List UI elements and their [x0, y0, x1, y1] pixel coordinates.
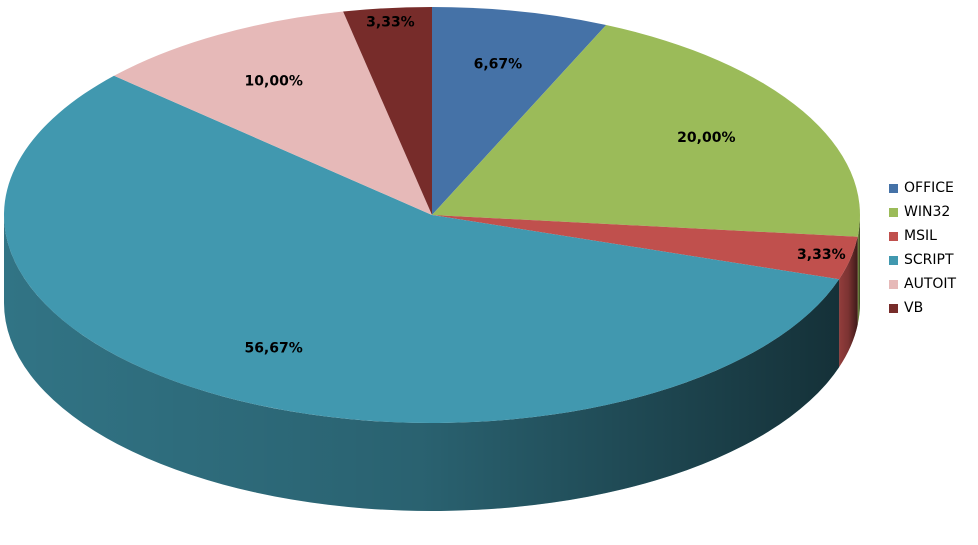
legend-item-win32: WIN32: [889, 200, 956, 224]
legend: OFFICE WIN32 MSIL SCRIPT AUTOIT VB: [889, 176, 956, 320]
legend-label-office: OFFICE: [904, 180, 954, 196]
pie-side-shading-win32: [857, 215, 860, 325]
pie-sides: [4, 215, 860, 511]
data-label-office: 6,67%: [474, 56, 523, 72]
pie-labels: 6,67% 20,00% 3,33% 56,67% 10,00% 3,33%: [244, 15, 845, 357]
legend-label-autoit: AUTOIT: [904, 276, 957, 292]
data-label-vb: 3,33%: [366, 15, 415, 31]
pie-side-shading-script: [4, 215, 840, 511]
legend-item-office: OFFICE: [889, 176, 956, 200]
pie-slice-vb: [343, 7, 432, 215]
pie-slice-office: [432, 7, 607, 215]
pie-slice-autoit: [113, 11, 432, 216]
data-label-msil: 3,33%: [797, 247, 846, 263]
legend-label-msil: MSIL: [904, 228, 937, 244]
pie-top: [3, 7, 860, 424]
legend-item-msil: MSIL: [889, 224, 956, 248]
data-label-win32: 20,00%: [677, 130, 735, 146]
legend-item-autoit: AUTOIT: [889, 272, 956, 296]
legend-label-script: SCRIPT: [904, 252, 954, 268]
legend-swatch-win32: [889, 207, 898, 217]
legend-swatch-office: [889, 183, 898, 193]
legend-swatch-autoit: [889, 279, 898, 289]
legend-swatch-script: [889, 255, 898, 265]
legend-item-script: SCRIPT: [889, 248, 956, 272]
legend-label-vb: VB: [904, 300, 924, 316]
pie-slice-msil: [432, 215, 858, 280]
data-label-script: 56,67%: [244, 340, 302, 356]
legend-swatch-vb: [889, 303, 898, 313]
legend-label-win32: WIN32: [904, 204, 951, 220]
pie-slice-script: [3, 75, 840, 424]
data-label-autoit: 10,00%: [245, 74, 303, 90]
pie-side-shading-msil: [839, 236, 858, 368]
legend-swatch-msil: [889, 231, 898, 241]
legend-item-vb: VB: [889, 296, 956, 320]
pie-slice-win32: [432, 25, 860, 237]
